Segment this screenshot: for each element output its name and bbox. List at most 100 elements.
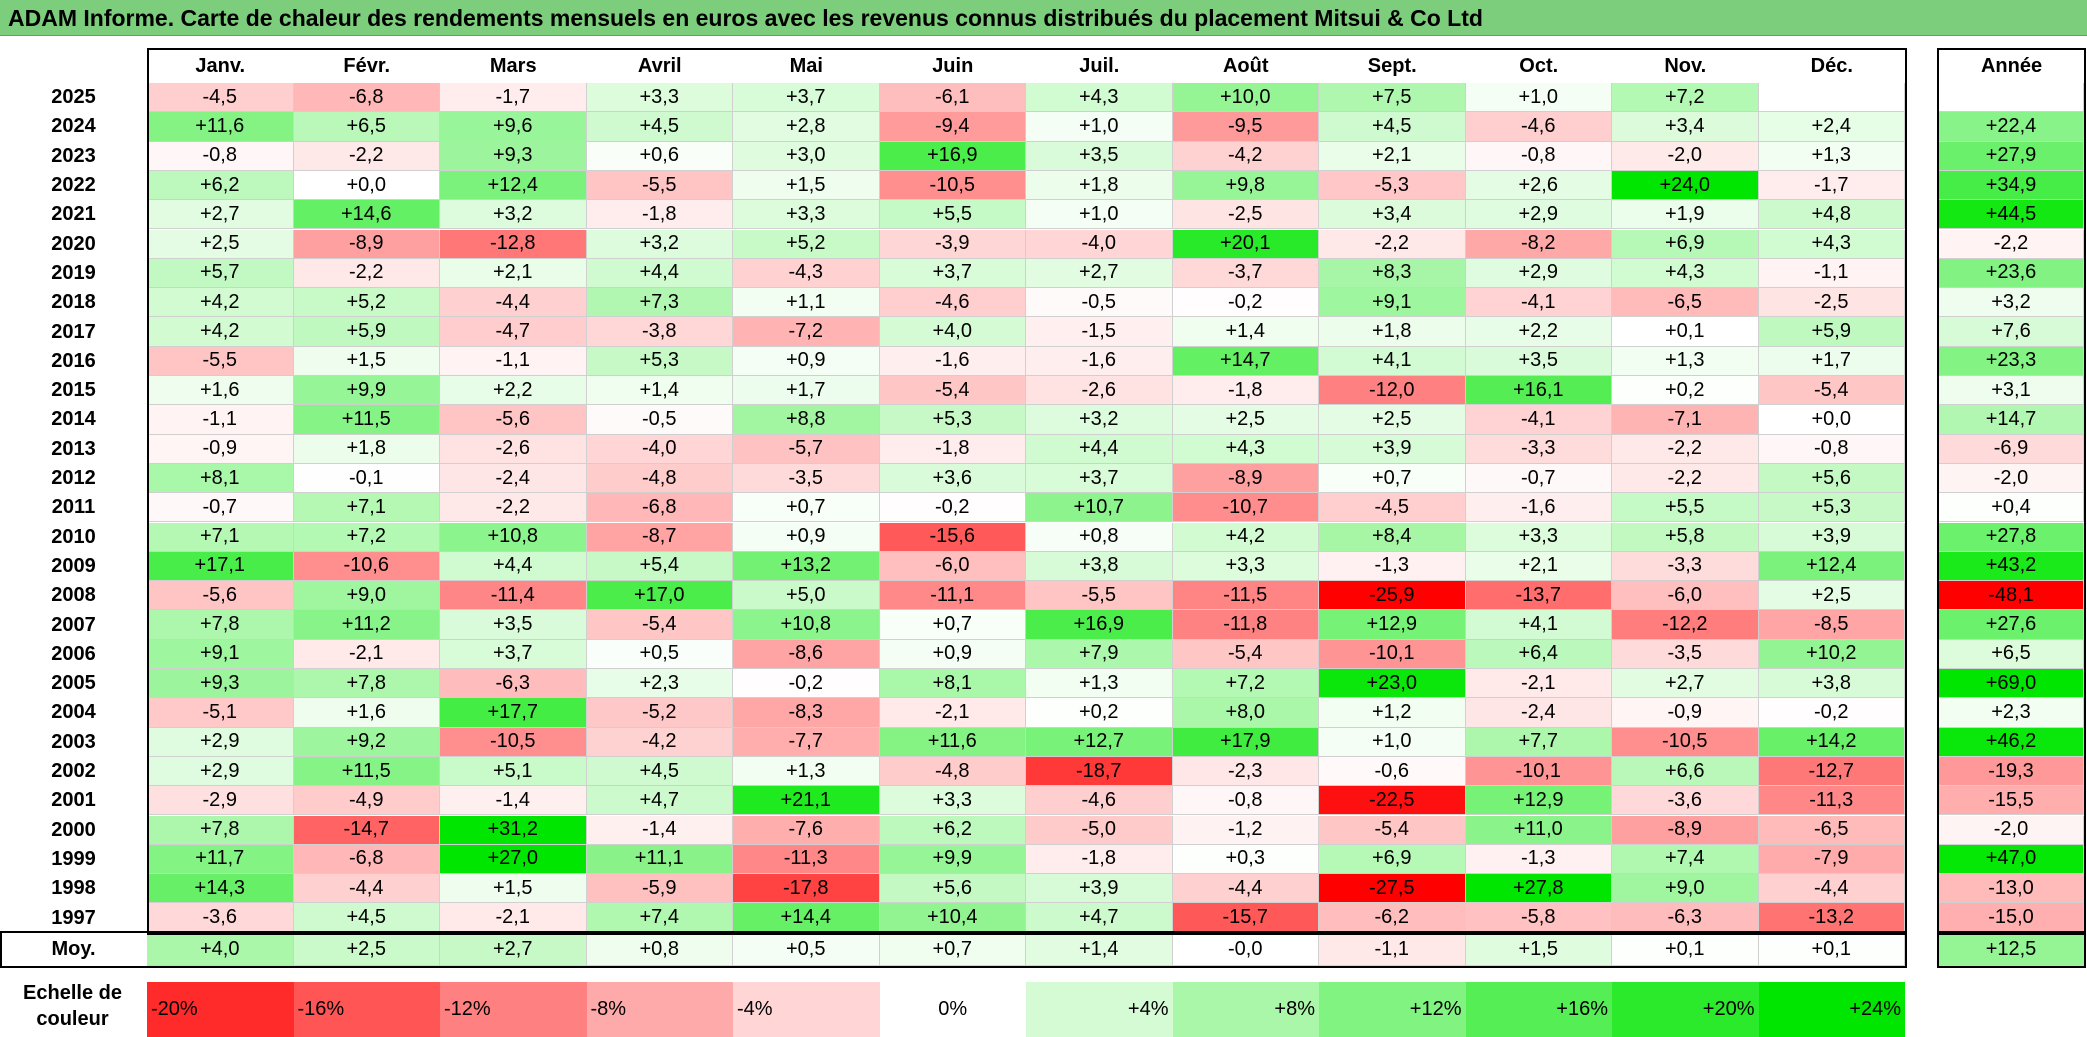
heatmap-cell: +5,3 [1758,493,1905,523]
annual-cell: +27,6 [1939,610,2084,640]
heatmap-cell: +9,6 [440,112,587,142]
heatmap-cell: -1,1 [147,405,294,435]
annual-cell: -13,0 [1939,874,2084,904]
heatmap-cell: -11,5 [1172,581,1319,611]
heatmap-cell: -12,7 [1758,756,1905,787]
heatmap-cell: -4,6 [1465,112,1612,142]
heatmap-cell: +6,6 [1612,756,1759,787]
legend-swatch: -20% [147,982,294,1037]
heatmap-cell: +14,7 [1172,346,1319,376]
heatmap-cell: +9,1 [1319,288,1466,318]
heatmap-cell: +5,4 [586,551,733,582]
heatmap-cell: +2,9 [1465,200,1612,230]
heatmap-cell: +6,4 [1465,639,1612,669]
heatmap-cell: -4,9 [293,786,440,816]
heatmap-cell: -10,7 [1172,493,1319,523]
heatmap-cell: -3,8 [586,317,733,347]
heatmap-cell: +8,1 [879,669,1026,699]
heatmap-cell: +9,3 [440,141,587,171]
heatmap-cell: -4,3 [733,258,880,289]
heatmap-cell: -8,7 [586,522,733,552]
heatmap-cell: -2,2 [293,141,440,171]
heatmap-cell: +3,2 [440,200,587,230]
heatmap-cell: +27,8 [1465,874,1612,904]
legend-swatch: +12% [1319,982,1466,1037]
heatmap-cell: +4,3 [1612,258,1759,289]
heatmap-cell: -2,5 [1758,288,1905,318]
heatmap-cell: +1,4 [1172,317,1319,347]
year-label: 2000 [51,818,96,841]
heatmap-cell: +8,1 [147,463,294,494]
heatmap-cell: -0,2 [733,669,880,699]
heatmap-cell: +10,7 [1026,493,1173,523]
heatmap-cell: +4,4 [440,551,587,582]
heatmap-cell: +16,9 [1026,610,1173,640]
annual-cell: +3,2 [1939,288,2084,318]
heatmap-cell: +3,0 [733,141,880,171]
average-cell: +0,8 [586,933,733,966]
heatmap-cell: +3,3 [879,786,1026,816]
heatmap-cell: +12,4 [1758,551,1905,582]
heatmap-cell: -2,2 [440,493,587,523]
heatmap-cell: +1,3 [733,756,880,787]
heatmap-cell: +8,3 [1319,258,1466,289]
heatmap-cell: +7,2 [1612,83,1759,113]
heatmap-cell: +3,8 [1758,669,1905,699]
heatmap-cell: +1,0 [1319,727,1466,757]
heatmap-cell: -7,1 [1612,405,1759,435]
heatmap-cell: +14,3 [147,874,294,904]
average-cell: +0,7 [879,933,1026,966]
annual-cell: -48,1 [1939,581,2084,611]
heatmap-cell: +0,3 [1172,844,1319,875]
heatmap-cell: +10,8 [733,610,880,640]
year-label: 2011 [51,496,96,519]
heatmap-cell: -4,4 [1172,874,1319,904]
heatmap-cell: +2,5 [147,229,294,259]
heatmap-cell: -5,5 [586,170,733,201]
heatmap-cell: +3,2 [586,229,733,259]
heatmap-cell: -11,1 [879,581,1026,611]
heatmap-cell: -5,4 [1319,815,1466,845]
heatmap-cell: -5,5 [147,346,294,376]
heatmap-cell: -1,6 [1465,493,1612,523]
heatmap-cell: +2,9 [1465,258,1612,289]
heatmap-cell: +6,9 [1319,844,1466,875]
heatmap-cell: -1,4 [440,786,587,816]
heatmap-cell: -0,5 [1026,288,1173,318]
heatmap-cell: +7,3 [586,288,733,318]
year-label: 2005 [51,672,96,695]
heatmap-cell: -8,9 [293,229,440,259]
heatmap-cell: -2,2 [293,258,440,289]
month-header: Déc. [1810,55,1853,77]
heatmap-cell: -4,2 [586,727,733,757]
heatmap-cell: -17,8 [733,874,880,904]
heatmap-cell: -5,4 [1172,639,1319,669]
annual-cell: +0,4 [1939,493,2084,523]
heatmap-cell: +2,5 [1758,581,1905,611]
heatmap-cell: +4,8 [1758,200,1905,230]
heatmap-cell: +0,0 [293,170,440,201]
annual-cell: +22,4 [1939,112,2084,142]
heatmap-cell: +3,9 [1758,522,1905,552]
heatmap-cell: +12,9 [1319,610,1466,640]
heatmap-cell: +10,4 [879,903,1026,933]
heatmap-cell: -6,2 [1319,903,1466,933]
annual-cell: +6,5 [1939,639,2084,669]
heatmap-cell: -4,0 [1026,229,1173,259]
heatmap-cell: -4,6 [879,288,1026,318]
month-header: Avril [637,55,682,77]
legend-swatch: +4% [1026,982,1173,1037]
heatmap-cell: +3,5 [1465,346,1612,376]
heatmap-cell: -2,4 [1465,698,1612,728]
heatmap-cell: -5,0 [1026,815,1173,845]
heatmap-cell: +1,3 [1758,141,1905,171]
heatmap-cell: +3,5 [440,610,587,640]
heatmap-cell: -0,8 [147,141,294,171]
heatmap-cell: +4,3 [1172,434,1319,464]
heatmap-cell: -5,6 [440,405,587,435]
heatmap-cell: +17,1 [147,551,294,582]
year-label: 2010 [51,525,96,548]
heatmap-cell: +11,5 [293,756,440,787]
heatmap-cell: +2,2 [440,376,587,406]
heatmap-cell: -1,4 [586,815,733,845]
